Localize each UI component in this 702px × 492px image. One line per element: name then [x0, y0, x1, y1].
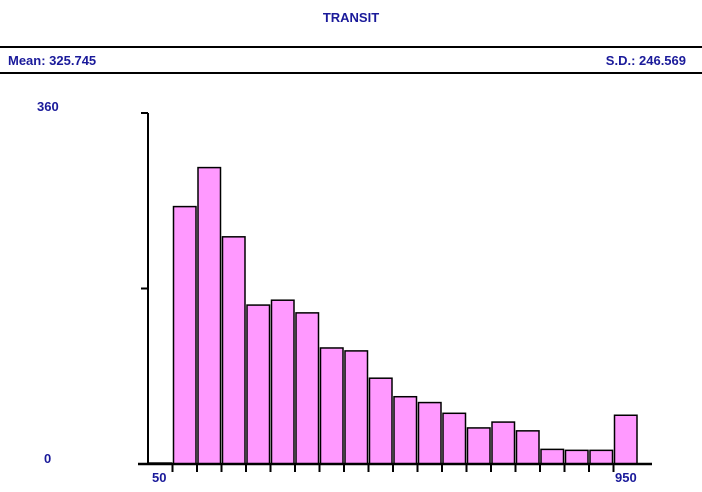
y-tick-label-min: 0 — [44, 451, 51, 466]
histogram-bar — [393, 395, 418, 465]
histogram-bar — [442, 412, 467, 465]
histogram-bar — [515, 430, 540, 465]
histogram-bar — [491, 421, 516, 465]
histogram-bar — [613, 414, 638, 465]
chart-title: TRANSIT — [322, 10, 380, 25]
x-tick-label-max: 950 — [615, 470, 637, 485]
histogram-bar — [466, 427, 491, 465]
histogram-bar — [319, 347, 344, 465]
histogram-bar — [344, 350, 369, 465]
histogram-bar — [172, 205, 197, 465]
histogram-bar — [417, 401, 442, 465]
top-divider — [0, 46, 702, 48]
histogram-bar — [589, 449, 614, 465]
histogram-bar — [270, 299, 295, 465]
y-tick-label-max: 360 — [37, 99, 59, 114]
histogram-bar — [197, 166, 222, 465]
histogram-bar — [246, 304, 271, 465]
histogram-bar — [368, 377, 393, 465]
mean-label: Mean: 325.745 — [8, 53, 97, 68]
x-tick-label-min: 50 — [152, 470, 166, 485]
histogram-bar — [295, 312, 320, 465]
histogram-bar — [540, 448, 565, 465]
sd-label: S.D.: 246.569 — [605, 53, 686, 68]
histogram-bar — [564, 449, 589, 465]
histogram-bar — [221, 236, 246, 465]
bottom-divider — [0, 72, 702, 74]
